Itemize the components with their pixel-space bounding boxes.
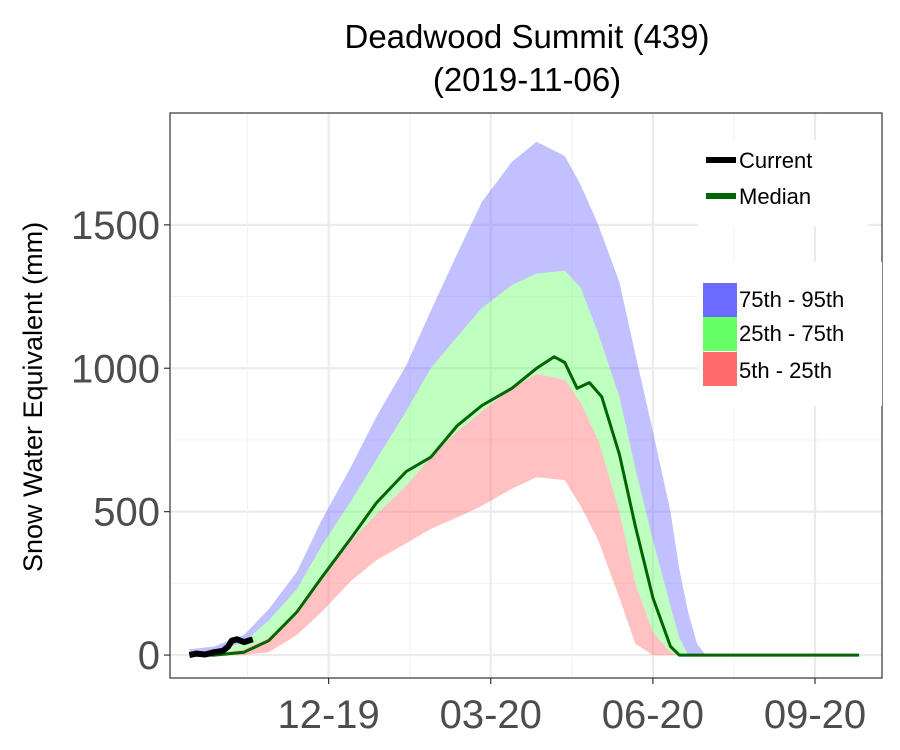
x-tick-label: 09-20 — [764, 693, 866, 737]
legend-median-label: Median — [739, 184, 811, 209]
x-axis-ticks: 12-19 03-20 06-20 09-20 — [277, 678, 866, 737]
median-line — [189, 355, 860, 657]
band-75th-95th — [189, 141, 860, 656]
y-axis-label: Snow Water Equivalent (mm) — [18, 222, 48, 572]
chart-title: Deadwood Summit (439) — [345, 18, 710, 55]
legend-bands: 75th - 95th 25th - 75th 5th - 25th — [698, 262, 882, 406]
legend-band-25-75-label: 25th - 75th — [739, 321, 844, 346]
y-tick-label: 500 — [93, 491, 160, 535]
legend-lines: Current Median — [698, 140, 868, 226]
legend-band-5-25-label: 5th - 25th — [739, 358, 832, 383]
legend-current-label: Current — [739, 148, 812, 173]
current-line — [188, 636, 254, 659]
x-tick-label: 03-20 — [440, 693, 542, 737]
legend-band-75-95-label: 75th - 95th — [739, 287, 844, 312]
x-tick-label: 06-20 — [602, 693, 704, 737]
y-tick-label: 0 — [138, 634, 160, 678]
y-tick-label: 1500 — [71, 204, 160, 248]
percentile-bands — [189, 141, 860, 656]
series-lines — [188, 355, 860, 659]
chart-subtitle: (2019-11-06) — [433, 61, 621, 98]
y-tick-label: 1000 — [71, 347, 160, 391]
y-axis-ticks: 0 500 1000 1500 — [71, 204, 170, 678]
legend-band-25-75-key — [703, 317, 737, 351]
legend-band-75-95-key — [703, 283, 737, 317]
band-25th-75th — [189, 270, 860, 656]
legend-lines-background — [698, 140, 868, 226]
legend-band-5-25-key — [703, 352, 737, 386]
band-5th-25th — [189, 374, 860, 656]
x-tick-label: 12-19 — [277, 693, 379, 737]
